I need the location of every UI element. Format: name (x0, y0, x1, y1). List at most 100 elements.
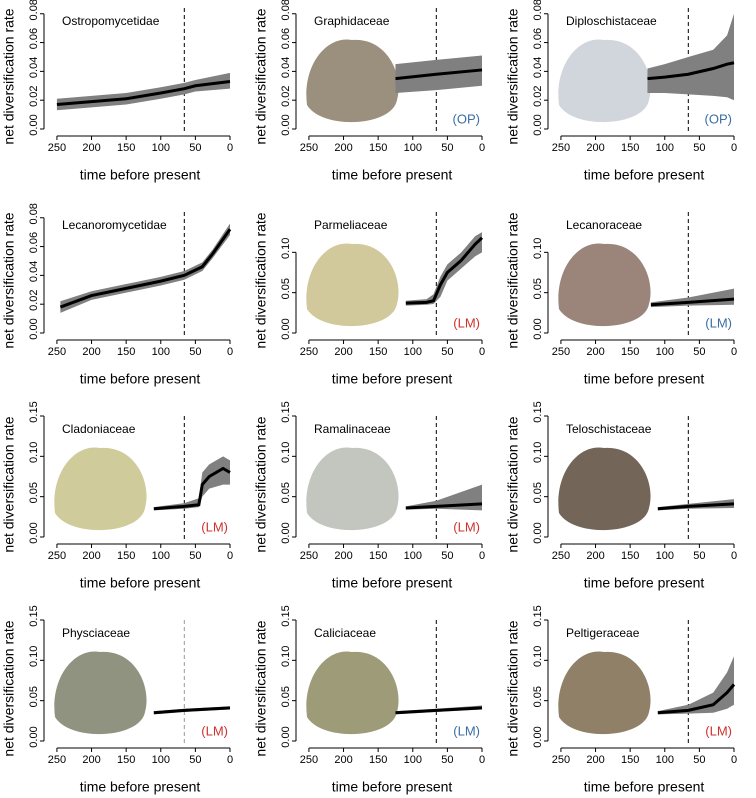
specimen-photo (306, 243, 399, 327)
y-axis-label: net diversification rate (1, 416, 17, 552)
specimen-photo (54, 447, 147, 531)
y-tick-label: 0.05 (28, 686, 40, 707)
x-axis-label: time before present (332, 167, 453, 183)
x-tick-label: 100 (152, 142, 170, 154)
x-tick-label: 150 (369, 550, 387, 562)
y-tick-label: 0.08 (280, 0, 292, 20)
panel: 250 200 150 100 50 0 0.00 0.05 0.10 0.15 time befo… (253, 605, 485, 794)
y-tick-label: 0.06 (28, 28, 40, 49)
x-tick-label: 50 (189, 142, 201, 154)
x-tick-label: 0 (227, 754, 233, 766)
rate-line (395, 68, 483, 81)
x-tick-label: 250 (48, 346, 66, 358)
specimen-photo (306, 447, 399, 531)
x-tick-label: 100 (404, 550, 422, 562)
specimen-photo (306, 39, 399, 123)
y-tick-label: 0.00 (280, 522, 292, 543)
x-tick-label: 200 (82, 142, 100, 154)
x-tick-label: 50 (189, 550, 201, 562)
panel-title: Graphidaceae (314, 14, 390, 28)
x-tick-label: 50 (693, 754, 705, 766)
x-tick-label: 100 (656, 550, 674, 562)
y-tick-label: 0.00 (280, 114, 292, 135)
rate-line (59, 228, 232, 309)
y-tick-label: 0.04 (28, 261, 40, 282)
rate-line (650, 297, 735, 307)
x-tick-label: 150 (621, 550, 639, 562)
x-tick-label: 50 (441, 142, 453, 154)
y-tick-label: 0.10 (280, 646, 292, 667)
x-tick-label: 250 (552, 550, 570, 562)
y-tick-label: 0.05 (280, 686, 292, 707)
panel: 250 200 150 100 50 0 0.00 0.05 0.10 time before p… (253, 212, 485, 387)
x-tick-label: 50 (189, 754, 201, 766)
x-tick-label: 50 (441, 754, 453, 766)
y-tick-label: 0.02 (28, 85, 40, 106)
x-tick-label: 50 (189, 346, 201, 358)
y-tick-label: 0.08 (28, 203, 40, 224)
x-tick-label: 150 (621, 142, 639, 154)
y-tick-label: 0.05 (280, 278, 292, 299)
lifestyle-annotation: (OP) (705, 111, 732, 126)
y-tick-label: 0.04 (28, 57, 40, 78)
x-tick-label: 150 (369, 142, 387, 154)
y-axis-label: net diversification rate (505, 212, 521, 348)
y-tick-label: 0.00 (280, 726, 292, 747)
x-tick-label: 150 (621, 346, 639, 358)
panel-title: Lecanoromycetidae (62, 218, 167, 232)
specimen-photo (558, 243, 651, 327)
y-tick-label: 0.06 (280, 28, 292, 49)
y-axis-label: net diversification rate (505, 8, 521, 144)
panel: 250 200 150 100 50 0 0.00 0.02 0.04 0.06 0.08 time … (505, 0, 737, 183)
panel: 250 200 150 100 50 0 0.00 0.02 0.04 0.06 0.08 time … (1, 203, 233, 387)
specimen-photo (558, 651, 651, 735)
panel: 250 200 150 100 50 0 0.00 0.05 0.10 0.15 time befo… (253, 401, 485, 590)
x-tick-label: 150 (117, 142, 135, 154)
y-tick-label: 0.06 (532, 28, 544, 49)
x-tick-label: 0 (479, 754, 485, 766)
y-tick-label: 0.06 (28, 232, 40, 253)
y-axis-label: net diversification rate (505, 416, 521, 552)
y-axis-label: net diversification rate (1, 212, 17, 348)
x-tick-label: 200 (586, 754, 604, 766)
y-axis-label: net diversification rate (253, 620, 269, 756)
x-tick-label: 50 (441, 346, 453, 358)
x-tick-label: 100 (404, 346, 422, 358)
confidence-band (56, 72, 230, 111)
y-tick-label: 0.15 (532, 605, 544, 626)
x-tick-label: 250 (552, 754, 570, 766)
x-tick-label: 0 (227, 346, 233, 358)
x-tick-label: 250 (300, 550, 318, 562)
x-axis-label: time before present (80, 371, 201, 387)
panel-title: Cladoniaceae (62, 422, 136, 436)
y-tick-label: 0.02 (280, 85, 292, 106)
rate-line (56, 79, 231, 107)
x-axis-label: time before present (80, 779, 201, 795)
x-tick-label: 250 (48, 754, 66, 766)
x-tick-label: 0 (731, 346, 737, 358)
x-tick-label: 250 (300, 142, 318, 154)
x-tick-label: 0 (731, 142, 737, 154)
x-tick-label: 250 (552, 142, 570, 154)
panel: 250 200 150 100 50 0 0.00 0.05 0.10 0.15 time befo… (1, 401, 233, 590)
x-tick-label: 0 (479, 346, 485, 358)
y-tick-label: 0.10 (28, 646, 40, 667)
y-tick-label: 0.10 (532, 238, 544, 259)
confidence-band (657, 656, 734, 715)
y-axis-label: net diversification rate (253, 8, 269, 144)
x-tick-label: 100 (152, 550, 170, 562)
x-axis-label: time before present (584, 575, 705, 591)
panel: 250 200 150 100 50 0 0.00 0.02 0.04 0.06 0.08 time … (253, 0, 485, 183)
x-axis-label: time before present (584, 779, 705, 795)
y-tick-label: 0.00 (280, 318, 292, 339)
y-axis-label: net diversification rate (253, 416, 269, 552)
x-tick-label: 50 (693, 550, 705, 562)
y-axis-label: net diversification rate (253, 212, 269, 348)
specimen-photo (558, 447, 651, 531)
specimen-photo (54, 651, 147, 735)
panel-title: Ostropomycetidae (62, 14, 160, 28)
x-tick-label: 50 (693, 142, 705, 154)
x-tick-label: 150 (117, 550, 135, 562)
y-tick-label: 0.15 (28, 401, 40, 422)
x-tick-label: 150 (117, 754, 135, 766)
